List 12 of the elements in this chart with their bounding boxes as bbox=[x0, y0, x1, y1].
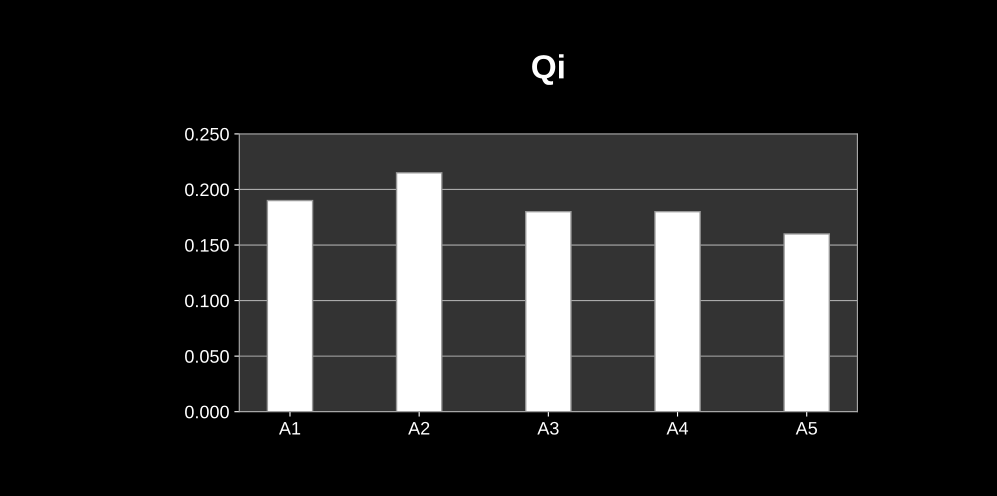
y-tick-label: 0.200 bbox=[185, 183, 229, 196]
x-tick-label: A3 bbox=[537, 422, 559, 435]
x-tick-label: A1 bbox=[278, 422, 300, 434]
x-tick-label: A5 bbox=[796, 422, 817, 435]
y-tick-label: 0.050 bbox=[185, 350, 229, 363]
y-tick-label: 0.150 bbox=[185, 238, 229, 252]
chart-title: Qi bbox=[532, 54, 564, 85]
x-tick-label: A4 bbox=[666, 422, 688, 434]
y-tick-label: 0.100 bbox=[185, 294, 229, 308]
x-tick-label: A2 bbox=[408, 422, 430, 434]
y-tick-label: 0.250 bbox=[185, 128, 229, 141]
y-tick-label: 0.000 bbox=[185, 406, 229, 418]
